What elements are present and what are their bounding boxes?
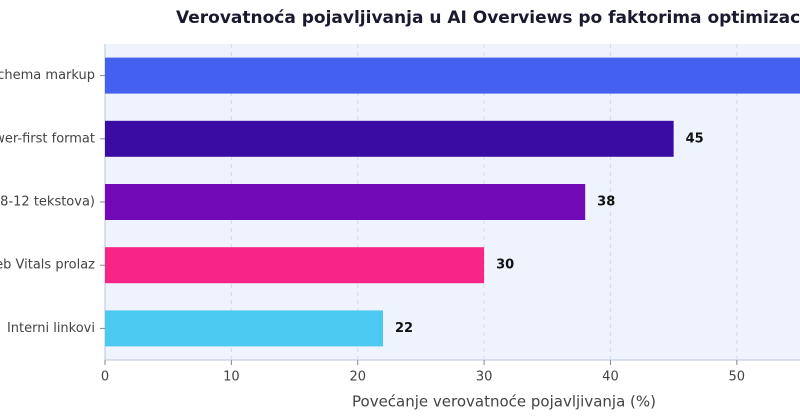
y-tick-label: Web Vitals prolaz [0, 258, 95, 273]
bar [105, 247, 485, 284]
y-tick-label: Schema markup [0, 68, 95, 83]
bar [105, 57, 800, 94]
value-label: 22 [395, 321, 413, 336]
y-tick-label: Interni linkovi [7, 321, 95, 336]
bar [105, 310, 383, 347]
value-label: 30 [496, 258, 514, 273]
y-tick-label: wer-first format [0, 131, 95, 146]
x-tick-label: 20 [349, 370, 366, 385]
value-label: 45 [686, 131, 704, 146]
x-tick-label: 30 [476, 370, 493, 385]
bar [105, 184, 586, 220]
x-tick-label: 0 [101, 370, 109, 385]
x-tick-label: 50 [729, 370, 746, 385]
chart-title: Verovatnoća pojavljivanja u AI Overviews… [176, 8, 800, 28]
x-tick-label: 40 [602, 370, 619, 385]
bar [105, 120, 674, 157]
value-label: 38 [597, 195, 615, 210]
y-tick-label: (8-12 tekstova) [0, 195, 95, 210]
x-axis-label: Povećanje verovatnoće pojavljivanja (%) [352, 393, 656, 411]
x-tick-label: 10 [223, 370, 240, 385]
